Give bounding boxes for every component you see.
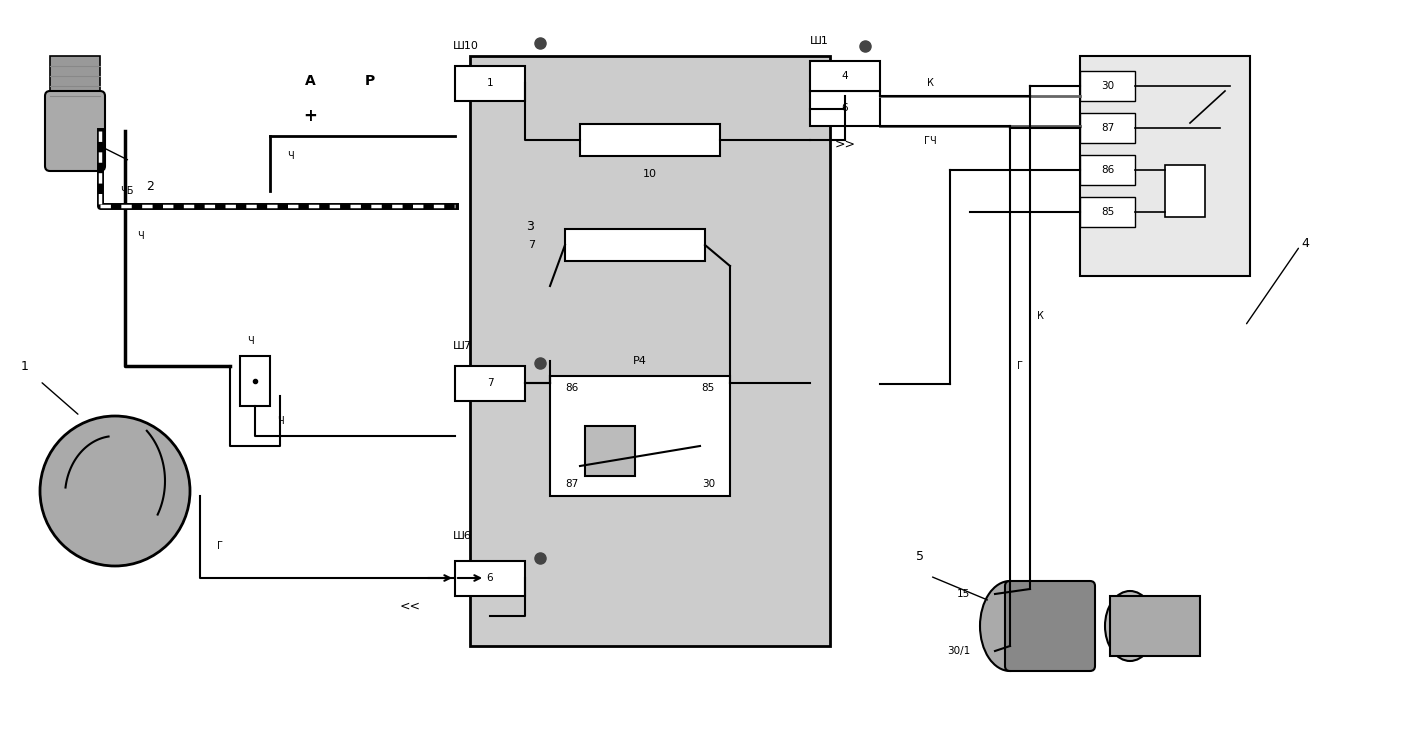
Text: 4: 4 xyxy=(1301,237,1309,251)
Bar xyxy=(1080,56,1250,276)
Text: 30/1: 30/1 xyxy=(947,646,971,656)
Text: Ш10: Ш10 xyxy=(453,41,479,51)
Text: 1: 1 xyxy=(486,78,493,88)
Text: 3: 3 xyxy=(526,219,534,233)
Bar xyxy=(1080,71,1135,101)
Text: 30: 30 xyxy=(701,479,716,489)
Bar xyxy=(1110,596,1200,656)
Text: 7: 7 xyxy=(529,240,536,250)
Text: A: A xyxy=(305,74,316,88)
Bar xyxy=(565,229,706,261)
Text: ЧБ: ЧБ xyxy=(120,186,133,196)
Text: Ш7: Ш7 xyxy=(453,341,472,351)
Text: P: P xyxy=(364,74,376,88)
Text: Ч: Ч xyxy=(247,336,254,346)
Bar xyxy=(455,66,526,101)
Bar xyxy=(811,61,880,91)
Text: 85: 85 xyxy=(1101,207,1114,217)
Text: 86: 86 xyxy=(565,383,578,393)
Text: +: + xyxy=(303,107,317,125)
Bar xyxy=(550,376,730,496)
Bar xyxy=(470,56,830,646)
Bar xyxy=(1080,113,1135,143)
Bar xyxy=(50,56,101,96)
Text: 85: 85 xyxy=(701,383,716,393)
Text: Ш6: Ш6 xyxy=(453,531,472,541)
Bar xyxy=(1165,165,1204,217)
Text: 6: 6 xyxy=(842,103,849,113)
Bar xyxy=(580,124,720,156)
Circle shape xyxy=(40,416,190,566)
Text: Ч: Ч xyxy=(136,231,143,241)
FancyBboxPatch shape xyxy=(1005,581,1095,671)
Text: 87: 87 xyxy=(565,479,578,489)
Text: 7: 7 xyxy=(486,378,493,388)
Text: 86: 86 xyxy=(1101,165,1114,175)
Text: К: К xyxy=(1037,311,1043,321)
Bar xyxy=(239,356,271,406)
Ellipse shape xyxy=(981,581,1040,671)
Text: P4: P4 xyxy=(633,356,648,366)
Bar xyxy=(1080,197,1135,227)
Text: 5: 5 xyxy=(915,550,924,562)
Text: Ш1: Ш1 xyxy=(811,36,829,46)
Text: 87: 87 xyxy=(1101,123,1114,133)
FancyBboxPatch shape xyxy=(45,91,105,171)
Text: 30: 30 xyxy=(1101,81,1114,91)
Text: 2: 2 xyxy=(146,180,154,192)
Ellipse shape xyxy=(1105,591,1155,661)
Text: К: К xyxy=(927,78,934,88)
Text: 4: 4 xyxy=(842,71,849,81)
Text: 15: 15 xyxy=(956,589,971,599)
Text: Ч: Ч xyxy=(276,416,283,426)
Bar xyxy=(1080,155,1135,185)
Text: Ч: Ч xyxy=(286,151,293,161)
Text: Г: Г xyxy=(217,541,222,551)
Text: 10: 10 xyxy=(643,169,657,179)
Bar xyxy=(811,91,880,126)
Text: Г: Г xyxy=(1017,361,1023,371)
Text: >>: >> xyxy=(835,137,856,151)
Text: 6: 6 xyxy=(486,573,493,583)
Bar xyxy=(455,561,526,596)
Bar xyxy=(455,366,526,401)
Text: <<: << xyxy=(400,600,421,612)
Bar xyxy=(585,426,635,476)
Text: 1: 1 xyxy=(21,360,28,372)
Text: ГЧ: ГЧ xyxy=(924,136,937,146)
